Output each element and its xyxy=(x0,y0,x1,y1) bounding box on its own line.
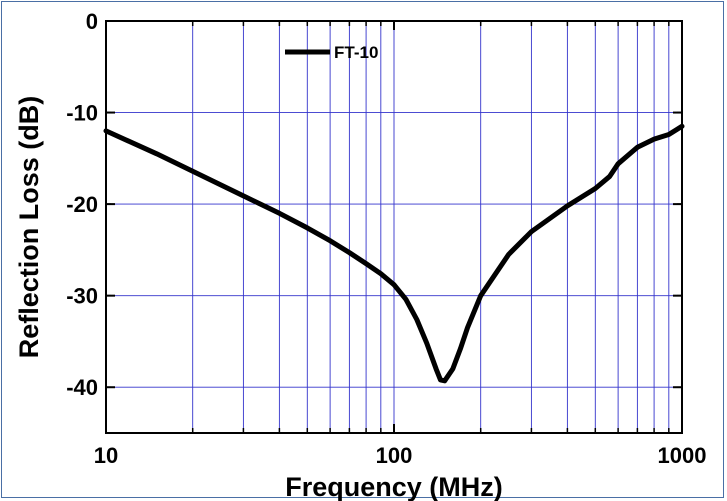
x-tick-label: 1000 xyxy=(658,443,707,468)
legend-label: FT-10 xyxy=(334,43,378,62)
x-tick-label: 100 xyxy=(376,443,413,468)
grid xyxy=(106,21,682,433)
y-tick-label: -10 xyxy=(66,101,98,126)
y-axis-title: Reflection Loss (dB) xyxy=(14,96,44,359)
y-tick-label: -30 xyxy=(66,284,98,309)
legend: FT-10 xyxy=(285,43,378,62)
x-axis-title: Frequency (MHz) xyxy=(285,472,503,501)
x-tick-label: 10 xyxy=(94,443,118,468)
series-layer xyxy=(103,123,685,384)
tick-labels: 10 100 1000 0 -10 -20 -30 -40 xyxy=(66,9,706,468)
y-tick-label: 0 xyxy=(86,9,98,34)
y-tick-label: -20 xyxy=(66,192,98,217)
y-tick-label: -40 xyxy=(66,375,98,400)
axis-ticks xyxy=(105,20,683,433)
series-line xyxy=(103,123,685,384)
